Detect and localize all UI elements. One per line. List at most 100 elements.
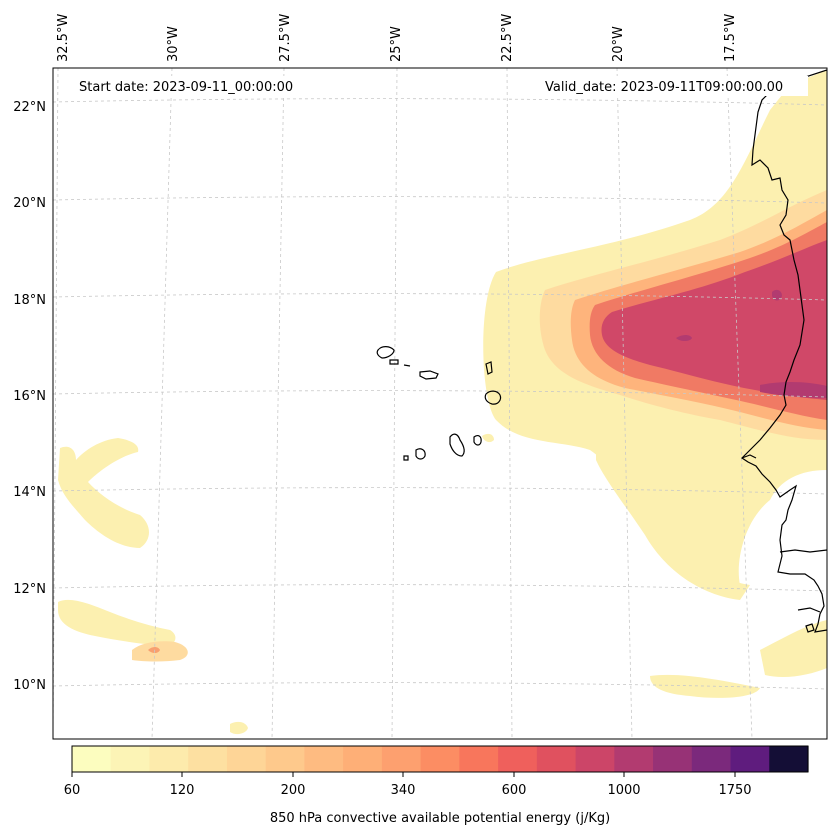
parallel-20n xyxy=(53,196,827,204)
cape-patch-west-3 xyxy=(132,641,188,662)
brava-island xyxy=(403,455,409,461)
cb-label-340: 340 xyxy=(391,783,416,798)
colorbar-swatch xyxy=(730,746,770,772)
parallel-18n xyxy=(53,293,827,301)
cape-patch-west-6 xyxy=(482,433,494,443)
cape-patch-west-2 xyxy=(58,599,176,646)
bijagos-islands xyxy=(805,623,815,633)
meridian-22-5w xyxy=(506,68,513,739)
colorbar-swatch xyxy=(420,746,460,772)
colorbar-title: 850 hPa convective available potential e… xyxy=(270,811,610,826)
cape-patches-west xyxy=(58,433,494,735)
sao-vicente-island xyxy=(389,359,399,365)
lon-label-25w: 25°W xyxy=(389,26,404,62)
fogo-island xyxy=(415,448,426,460)
lon-label-22-5w: 22.5°W xyxy=(500,14,515,62)
start-date-box xyxy=(73,76,317,96)
sal-island xyxy=(485,361,493,375)
colorbar-swatch xyxy=(653,746,693,772)
colorbar-swatch xyxy=(536,746,577,772)
cape-level-peak-3 xyxy=(760,382,827,398)
colorbar-swatch xyxy=(304,746,344,772)
colorbar-swatch xyxy=(188,746,228,772)
cape-patch-west-5 xyxy=(230,721,248,735)
dakar-peninsula xyxy=(741,454,757,459)
graticule xyxy=(53,68,827,739)
colorbar-swatch xyxy=(149,746,189,772)
colorbar-swatch xyxy=(575,746,615,772)
valid-date-box xyxy=(540,76,808,96)
cb-label-60: 60 xyxy=(64,783,81,798)
cape-band-south xyxy=(596,440,750,600)
colorbar-swatch xyxy=(265,746,306,772)
lat-label-16n: 16°N xyxy=(13,389,46,404)
longitude-labels: 32.5°W 30°W 27.5°W 25°W 22.5°W 20°W 17.5… xyxy=(56,14,738,62)
colorbar-swatch xyxy=(614,746,654,772)
colorbar-swatch xyxy=(226,746,267,772)
gambia-coast xyxy=(779,549,827,553)
meridian-30w xyxy=(151,68,173,739)
coastlines xyxy=(376,69,827,633)
colorbar-swatch xyxy=(769,746,809,772)
parallel-14n xyxy=(53,487,827,495)
sao-nicolau-island xyxy=(419,370,439,380)
colorbar-swatch xyxy=(110,746,151,772)
africa-coastline xyxy=(741,69,827,633)
cape-level-peak-2 xyxy=(772,289,782,301)
colorbar-swatch xyxy=(498,746,538,772)
colorbar-swatch xyxy=(691,746,732,772)
cape-patch-west-4 xyxy=(148,647,160,653)
cape-blob-bottom xyxy=(650,674,760,698)
cape-patch-west-1 xyxy=(58,438,149,548)
cape-band-southeast xyxy=(760,620,827,678)
lon-label-30w: 30°W xyxy=(166,26,181,62)
guinea-bissau-coast xyxy=(797,607,821,613)
colorbar-swatch xyxy=(72,746,112,772)
colorbar-swatch xyxy=(381,746,422,772)
cape-level-peak xyxy=(676,335,692,341)
cb-label-200: 200 xyxy=(281,783,306,798)
lat-label-10n: 10°N xyxy=(13,678,46,693)
cape-level-core xyxy=(601,240,827,400)
cb-label-600: 600 xyxy=(502,783,527,798)
cb-label-120: 120 xyxy=(170,783,195,798)
colorbar-frame xyxy=(71,745,809,773)
lat-label-22n: 22°N xyxy=(13,100,46,115)
lat-label-14n: 14°N xyxy=(13,485,46,500)
lon-label-32-5w: 32.5°W xyxy=(56,14,71,62)
colorbar-ticks xyxy=(71,772,736,777)
meridian-27-5w xyxy=(271,68,285,739)
santiago-island xyxy=(449,433,465,457)
boa-vista-island xyxy=(484,390,502,405)
lon-label-17-5w: 17.5°W xyxy=(723,14,738,62)
cape-plume-east xyxy=(483,70,827,698)
cb-label-1750: 1750 xyxy=(718,783,751,798)
santo-antao-island xyxy=(376,346,395,359)
colorbar-swatch xyxy=(459,746,499,772)
colorbar-swatches xyxy=(72,746,809,772)
start-date-label: Start date: 2023-09-11_00:00:00 xyxy=(79,80,293,95)
parallel-12n xyxy=(53,584,827,592)
meridian-17-5w xyxy=(726,68,753,739)
map-frame xyxy=(52,67,828,740)
valid-date-label: Valid_date: 2023-09-11T09:00:00.00 xyxy=(545,80,783,95)
parallel-10n xyxy=(53,682,827,690)
cape-field xyxy=(58,70,827,735)
meridian-32-5w xyxy=(53,68,59,739)
lon-label-20w: 20°W xyxy=(611,26,626,62)
meridian-20w xyxy=(616,68,633,739)
parallel-16n xyxy=(53,390,827,398)
lon-label-27-5w: 27.5°W xyxy=(278,14,293,62)
lat-label-18n: 18°N xyxy=(13,293,46,308)
colorbar-swatch xyxy=(343,746,383,772)
santa-luzia-island xyxy=(403,364,411,367)
lat-label-12n: 12°N xyxy=(13,582,46,597)
parallel-22n xyxy=(53,98,827,106)
lat-label-20n: 20°N xyxy=(13,196,46,211)
colorbar: 60 120 200 340 600 1000 1750 850 hPa con… xyxy=(64,745,809,826)
maio-island xyxy=(473,435,482,446)
cb-label-1000: 1000 xyxy=(607,783,640,798)
latitude-labels: 22°N 20°N 18°N 16°N 14°N 12°N 10°N xyxy=(13,100,46,693)
meridian-25w xyxy=(391,68,398,739)
